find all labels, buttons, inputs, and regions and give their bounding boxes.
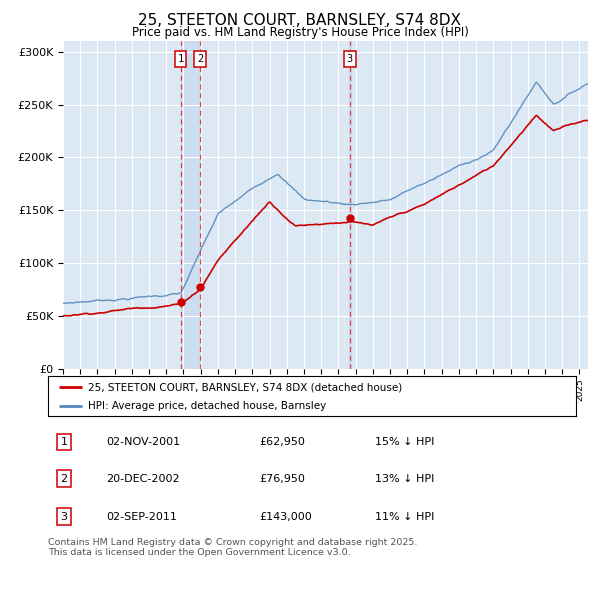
Text: £62,950: £62,950	[259, 437, 305, 447]
Text: 15% ↓ HPI: 15% ↓ HPI	[376, 437, 435, 447]
Text: 02-NOV-2001: 02-NOV-2001	[106, 437, 180, 447]
Text: 25, STEETON COURT, BARNSLEY, S74 8DX: 25, STEETON COURT, BARNSLEY, S74 8DX	[139, 13, 461, 28]
Text: £143,000: £143,000	[259, 512, 312, 522]
Text: Price paid vs. HM Land Registry's House Price Index (HPI): Price paid vs. HM Land Registry's House …	[131, 26, 469, 39]
Text: 2: 2	[60, 474, 67, 484]
Bar	[349, 41, 351, 369]
Text: 3: 3	[347, 54, 353, 64]
Text: 20-DEC-2002: 20-DEC-2002	[106, 474, 180, 484]
Text: 2: 2	[197, 54, 203, 64]
Text: Contains HM Land Registry data © Crown copyright and database right 2025.
This d: Contains HM Land Registry data © Crown c…	[48, 538, 418, 558]
Text: HPI: Average price, detached house, Barnsley: HPI: Average price, detached house, Barn…	[88, 401, 326, 411]
Bar	[181, 41, 200, 369]
Text: 1: 1	[61, 437, 67, 447]
Text: 3: 3	[61, 512, 67, 522]
Text: 11% ↓ HPI: 11% ↓ HPI	[376, 512, 435, 522]
Text: 25, STEETON COURT, BARNSLEY, S74 8DX (detached house): 25, STEETON COURT, BARNSLEY, S74 8DX (de…	[88, 382, 402, 392]
Text: £76,950: £76,950	[259, 474, 305, 484]
Text: 02-SEP-2011: 02-SEP-2011	[106, 512, 177, 522]
Text: 13% ↓ HPI: 13% ↓ HPI	[376, 474, 435, 484]
Text: 1: 1	[178, 54, 184, 64]
